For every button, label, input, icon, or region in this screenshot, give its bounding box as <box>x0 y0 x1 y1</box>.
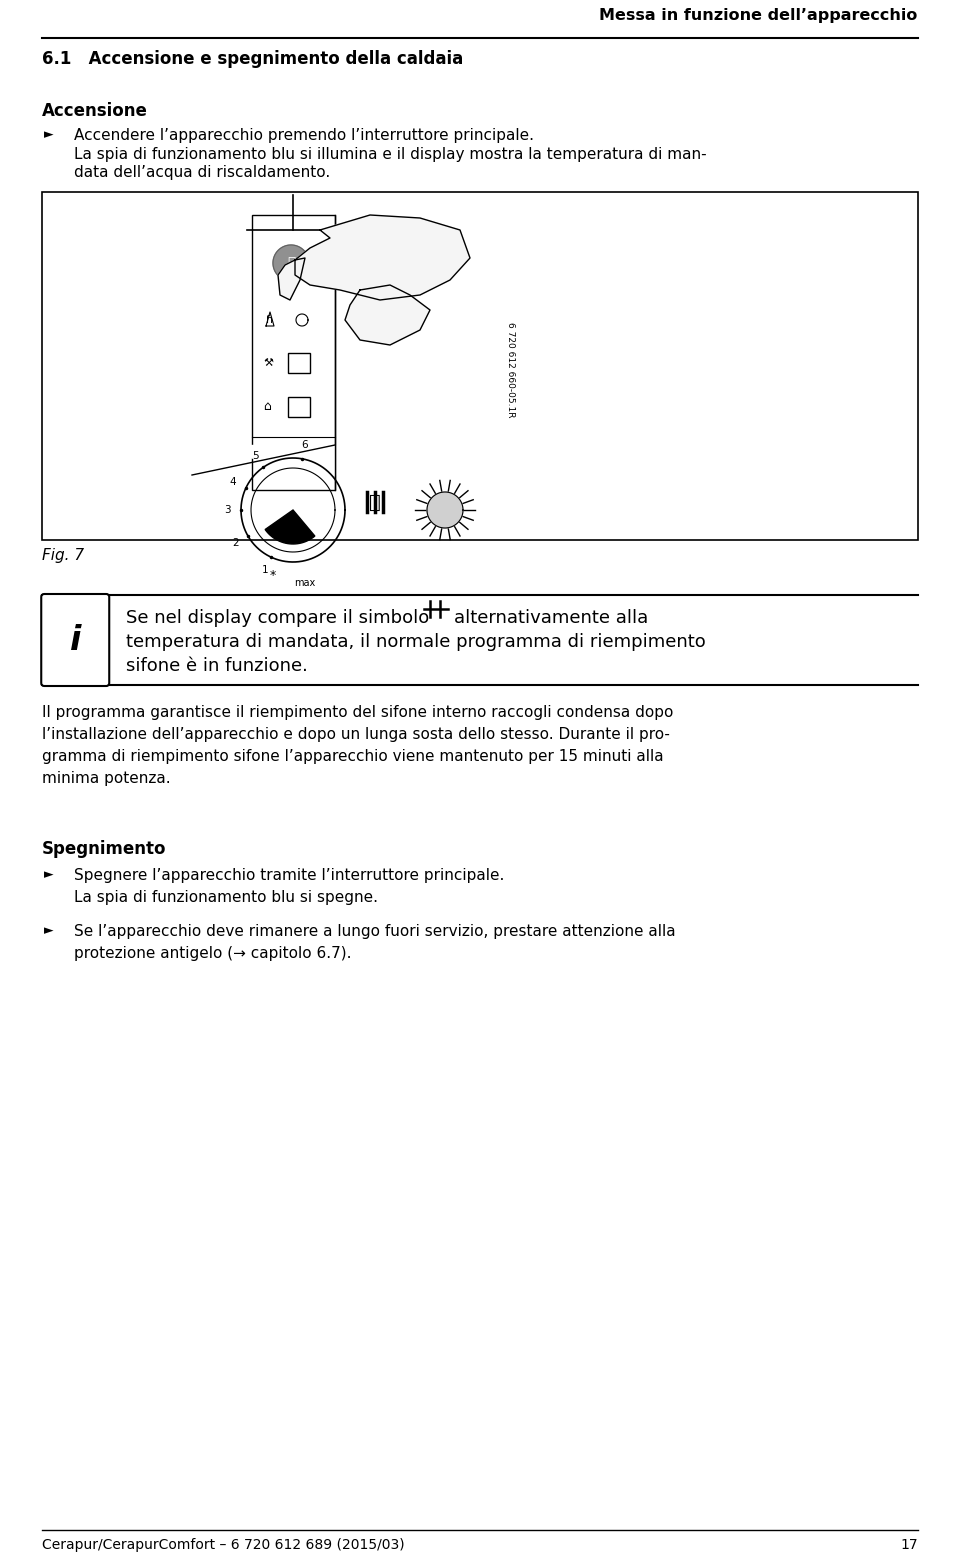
Polygon shape <box>295 216 470 300</box>
Text: 6.1   Accensione e spegnimento della caldaia: 6.1 Accensione e spegnimento della calda… <box>42 50 464 69</box>
Text: La spia di funzionamento blu si illumina e il display mostra la temperatura di m: La spia di funzionamento blu si illumina… <box>74 147 707 162</box>
Text: 1: 1 <box>262 565 269 575</box>
Text: gramma di riempimento sifone l’apparecchio viene mantenuto per 15 minuti alla: gramma di riempimento sifone l’apparecch… <box>42 750 664 764</box>
Text: Spegnere l’apparecchio tramite l’interruttore principale.: Spegnere l’apparecchio tramite l’interru… <box>74 868 505 883</box>
Text: alternativamente alla: alternativamente alla <box>454 609 649 626</box>
Bar <box>288 353 310 373</box>
Text: ►: ► <box>44 868 54 881</box>
Text: 3: 3 <box>224 505 230 515</box>
Text: Se nel display compare il simbolo: Se nel display compare il simbolo <box>127 609 429 626</box>
Text: 4: 4 <box>229 476 236 487</box>
FancyBboxPatch shape <box>41 594 109 686</box>
Text: Il programma garantisce il riempimento del sifone interno raccogli condensa dopo: Il programma garantisce il riempimento d… <box>42 704 674 720</box>
Text: *: * <box>270 570 276 583</box>
Text: Cerapur/CerapurComfort – 6 720 612 689 (2015/03): Cerapur/CerapurComfort – 6 720 612 689 (… <box>42 1539 405 1553</box>
Text: i: i <box>69 623 81 656</box>
Text: Spegnimento: Spegnimento <box>42 840 167 858</box>
Text: ɦ: ɦ <box>267 316 274 325</box>
Text: ►: ► <box>44 925 54 937</box>
Polygon shape <box>265 511 315 544</box>
Text: La spia di funzionamento blu si spegne.: La spia di funzionamento blu si spegne. <box>74 890 378 904</box>
Text: 5: 5 <box>252 451 258 461</box>
Polygon shape <box>192 445 335 475</box>
Text: ⚒: ⚒ <box>263 358 273 369</box>
Text: ⪾: ⪾ <box>370 492 381 511</box>
Polygon shape <box>345 284 430 345</box>
Text: ⌂: ⌂ <box>263 400 271 414</box>
Text: 17: 17 <box>900 1539 918 1553</box>
Text: Se l’apparecchio deve rimanere a lungo fuori servizio, prestare attenzione alla: Se l’apparecchio deve rimanere a lungo f… <box>74 925 676 939</box>
Text: Accensione: Accensione <box>42 102 148 120</box>
Text: data dell’acqua di riscaldamento.: data dell’acqua di riscaldamento. <box>74 166 330 180</box>
Text: Fig. 7: Fig. 7 <box>42 548 84 562</box>
Bar <box>42 192 918 540</box>
Text: ►: ► <box>44 128 54 141</box>
Polygon shape <box>273 245 309 281</box>
Bar <box>288 397 310 417</box>
Text: l’installazione dell’apparecchio e dopo un lunga sosta dello stesso. Durante il : l’installazione dell’apparecchio e dopo … <box>42 726 670 742</box>
Text: 6: 6 <box>301 440 308 450</box>
Polygon shape <box>278 258 305 300</box>
Text: 2: 2 <box>232 537 239 548</box>
Polygon shape <box>427 492 463 528</box>
Text: minima potenza.: minima potenza. <box>42 772 171 786</box>
Text: ⏻: ⏻ <box>287 256 295 270</box>
Text: max: max <box>295 578 316 587</box>
Text: 6 720 612 660-05.1R: 6 720 612 660-05.1R <box>506 322 515 417</box>
Text: Accendere l’apparecchio premendo l’interruttore principale.: Accendere l’apparecchio premendo l’inter… <box>74 128 534 144</box>
Text: sifone è in funzione.: sifone è in funzione. <box>127 658 308 675</box>
Text: temperatura di mandata, il normale programma di riempimento: temperatura di mandata, il normale progr… <box>127 633 706 651</box>
Bar <box>252 216 335 490</box>
Text: protezione antigelo (→ capitolo 6.7).: protezione antigelo (→ capitolo 6.7). <box>74 947 351 961</box>
Text: Messa in funzione dell’apparecchio: Messa in funzione dell’apparecchio <box>599 8 918 23</box>
